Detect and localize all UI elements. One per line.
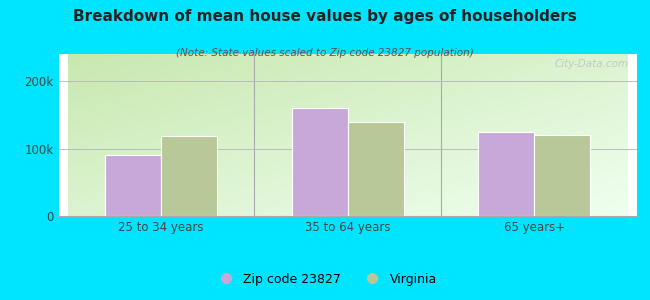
Bar — [478, 132, 534, 216]
Bar — [105, 155, 161, 216]
Text: City-Data.com: City-Data.com — [554, 59, 629, 69]
Bar — [292, 108, 348, 216]
Bar — [534, 135, 590, 216]
Text: (Note: State values scaled to Zip code 23827 population): (Note: State values scaled to Zip code 2… — [176, 48, 474, 58]
Text: Breakdown of mean house values by ages of householders: Breakdown of mean house values by ages o… — [73, 9, 577, 24]
Legend: Zip code 23827, Virginia: Zip code 23827, Virginia — [208, 268, 442, 291]
Bar — [161, 136, 217, 216]
Bar — [348, 122, 404, 216]
